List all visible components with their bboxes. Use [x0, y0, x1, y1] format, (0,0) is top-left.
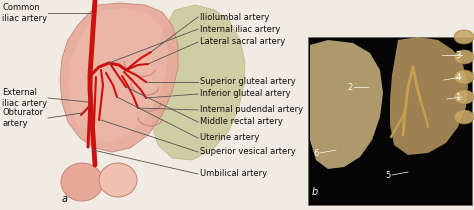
- Ellipse shape: [454, 30, 474, 44]
- Polygon shape: [60, 3, 178, 152]
- Text: Internal pudendal artery: Internal pudendal artery: [200, 105, 303, 114]
- Text: Uterine artery: Uterine artery: [200, 134, 259, 143]
- Ellipse shape: [454, 50, 474, 64]
- Text: 2: 2: [347, 83, 353, 92]
- Text: b: b: [312, 187, 318, 197]
- Text: 5: 5: [385, 171, 391, 180]
- Text: Inferior gluteal artery: Inferior gluteal artery: [200, 89, 291, 98]
- Text: a: a: [62, 194, 68, 204]
- Text: Iliolumbal artery: Iliolumbal artery: [200, 13, 269, 21]
- Text: Internal iliac artery: Internal iliac artery: [200, 25, 281, 34]
- Text: Middle rectal artery: Middle rectal artery: [200, 118, 283, 126]
- Ellipse shape: [454, 70, 474, 84]
- Polygon shape: [68, 8, 168, 142]
- Text: Umbilical artery: Umbilical artery: [200, 169, 267, 178]
- Polygon shape: [310, 40, 383, 169]
- Ellipse shape: [454, 110, 474, 124]
- Text: 4: 4: [456, 72, 461, 81]
- Text: 1: 1: [456, 92, 461, 101]
- Text: 3: 3: [456, 50, 461, 59]
- Text: External
iliac artery: External iliac artery: [2, 88, 47, 108]
- Text: Superior vesical artery: Superior vesical artery: [200, 147, 296, 156]
- Polygon shape: [390, 37, 468, 155]
- Ellipse shape: [99, 163, 137, 197]
- Text: Common
iliac artery: Common iliac artery: [2, 3, 47, 23]
- Text: Superior gluteal artery: Superior gluteal artery: [200, 77, 296, 87]
- Text: Lateral sacral artery: Lateral sacral artery: [200, 38, 285, 46]
- Text: Obturator
artery: Obturator artery: [2, 108, 43, 128]
- Polygon shape: [152, 5, 245, 160]
- Text: 6: 6: [313, 148, 319, 158]
- Bar: [308, 37, 472, 205]
- Ellipse shape: [61, 163, 103, 201]
- Ellipse shape: [454, 90, 474, 104]
